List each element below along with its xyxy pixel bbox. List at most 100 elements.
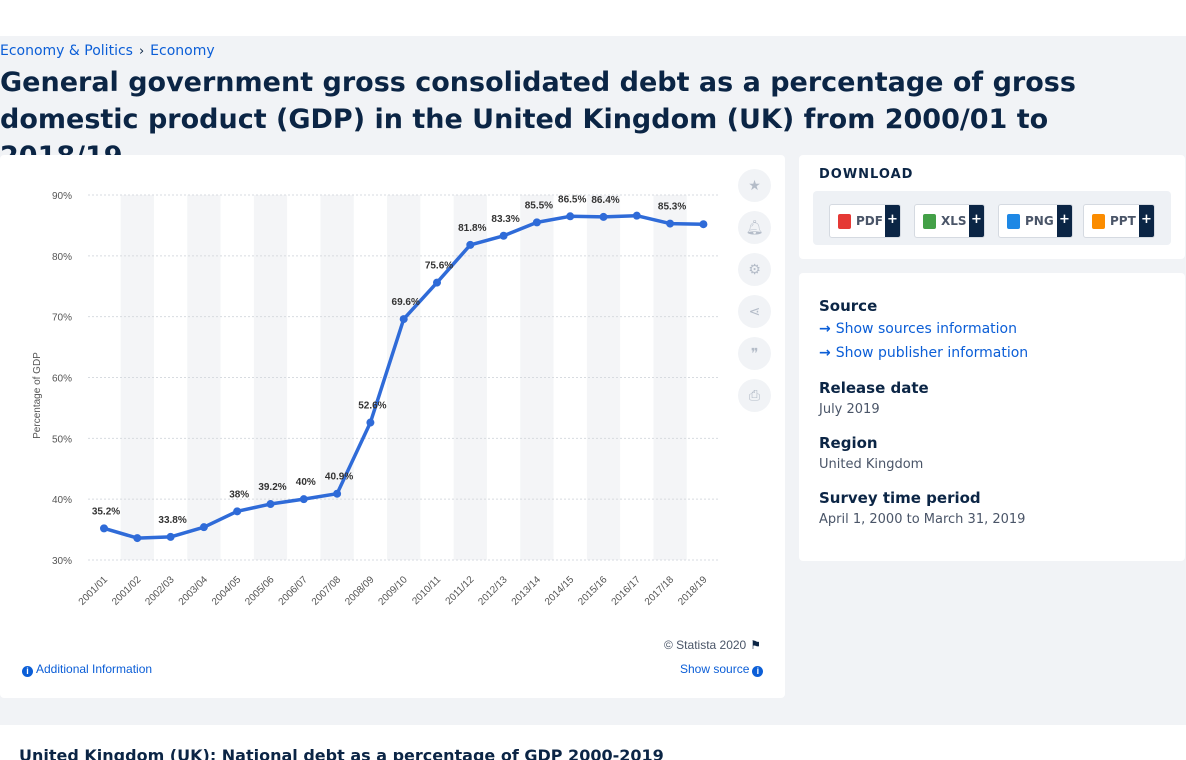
bell-icon[interactable]: 🔔︎ <box>738 211 771 244</box>
star-icon[interactable]: ★ <box>738 169 771 202</box>
show-publisher-label: Show publisher information <box>835 345 1029 361</box>
data-label: 81.8% <box>458 223 486 234</box>
arrow-right-icon: → <box>819 345 831 361</box>
download-png-label: PNG <box>1025 214 1054 228</box>
x-tick-label: 2003/04 <box>177 574 211 608</box>
data-point <box>233 507 242 516</box>
x-tick-label: 2016/17 <box>610 574 644 608</box>
data-label: 38% <box>229 489 249 500</box>
data-label: 85.3% <box>658 202 686 213</box>
xls-file-icon <box>923 213 936 229</box>
show-sources-link[interactable]: → Show sources information <box>819 321 1017 337</box>
data-point <box>499 231 508 240</box>
print-icon[interactable]: ⎙ <box>738 379 771 412</box>
y-axis-label: Percentage of GDP <box>32 352 43 439</box>
data-point <box>399 315 408 324</box>
x-tick-label: 2006/07 <box>277 574 311 608</box>
data-point <box>366 418 375 427</box>
additional-information-label: Additional Information <box>36 662 153 676</box>
region-value: United Kingdom <box>819 457 924 472</box>
pdf-file-icon <box>838 213 851 229</box>
plus-icon: + <box>885 205 900 237</box>
data-point <box>566 212 575 221</box>
x-tick-label: 2010/11 <box>410 574 443 607</box>
data-point <box>466 240 475 249</box>
data-point <box>299 495 308 504</box>
y-tick-label: 90% <box>52 191 72 202</box>
show-sources-label: Show sources information <box>835 321 1017 337</box>
column-band <box>586 195 621 560</box>
x-tick-label: 2008/09 <box>343 574 377 608</box>
data-point <box>699 220 708 229</box>
related-statistic-title[interactable]: United Kingdom (UK): National debt as a … <box>19 746 664 760</box>
show-source-label: Show source <box>680 662 750 676</box>
data-point <box>532 218 541 227</box>
additional-information-link[interactable]: i Additional Information <box>19 662 152 677</box>
x-tick-label: 2005/06 <box>243 574 277 608</box>
x-tick-label: 2011/12 <box>444 574 477 607</box>
png-file-icon <box>1007 213 1020 229</box>
download-png-button[interactable]: PNG + <box>998 204 1073 238</box>
data-label: 86.5% <box>558 194 586 205</box>
data-label: 40.9% <box>325 472 353 483</box>
data-point <box>199 523 208 532</box>
x-tick-label: 2001/02 <box>110 574 144 608</box>
data-point <box>166 532 175 541</box>
copyright-text: © Statista 2020 <box>664 638 747 652</box>
release-date-value: July 2019 <box>819 402 880 417</box>
data-point <box>433 278 441 287</box>
x-tick-label: 2017/18 <box>643 574 677 608</box>
download-pdf-label: PDF <box>856 214 883 228</box>
y-tick-label: 60% <box>52 374 72 385</box>
info-icon: i <box>752 666 764 677</box>
flag-icon: ⚑ <box>750 638 761 652</box>
chart-toolbar: ★ 🔔︎ ⚙ ⋖ ❞ ⎙ <box>738 169 772 421</box>
download-pdf-button[interactable]: PDF + <box>829 204 901 238</box>
region-label: Region <box>819 434 878 452</box>
breadcrumb: Economy & Politics › Economy <box>0 43 215 59</box>
data-label: 39.2% <box>258 482 286 493</box>
data-point <box>599 212 608 221</box>
x-tick-label: 2007/08 <box>310 574 344 608</box>
x-tick-label: 2013/14 <box>510 574 544 608</box>
download-title: DOWNLOAD <box>819 167 914 182</box>
data-label: 35.2% <box>92 506 120 517</box>
y-tick-label: 30% <box>52 556 72 567</box>
plus-icon: + <box>1139 205 1154 237</box>
download-ppt-button[interactable]: PPT + <box>1083 204 1155 238</box>
chart-card: 30% 40% 50% 60% 70% 80% 90% Percentage of GDP 20… <box>0 155 785 698</box>
y-tick-label: 40% <box>52 495 72 506</box>
show-publisher-link[interactable]: → Show publisher information <box>819 345 1028 361</box>
data-label: 85.5% <box>525 200 553 211</box>
breadcrumb-separator: › <box>138 44 145 59</box>
download-xls-button[interactable]: XLS + <box>914 204 985 238</box>
survey-period-label: Survey time period <box>819 489 981 507</box>
copyright: © Statista 2020 ⚑ <box>664 638 761 652</box>
quote-icon[interactable]: ❞ <box>738 337 771 370</box>
data-label: 69.6% <box>392 297 420 308</box>
plus-icon: + <box>969 205 984 237</box>
show-source-link[interactable]: Show source i <box>680 662 766 677</box>
breadcrumb-economy-politics[interactable]: Economy & Politics <box>0 43 133 59</box>
line-chart: 30% 40% 50% 60% 70% 80% 90% Percentage of GDP 20… <box>32 191 720 608</box>
survey-period-value: April 1, 2000 to March 31, 2019 <box>819 512 1026 527</box>
release-date-label: Release date <box>819 379 929 397</box>
y-tick-label: 50% <box>52 434 72 445</box>
download-card: DOWNLOAD PDF + XLS + PNG + PPT + <box>799 155 1185 259</box>
plus-icon: + <box>1057 205 1072 237</box>
x-tick-label: 2014/15 <box>543 574 577 608</box>
arrow-right-icon: → <box>819 321 831 337</box>
download-xls-label: XLS <box>941 214 967 228</box>
data-point <box>266 500 275 509</box>
statistic-info-card: Source → Show sources information → Show p… <box>799 273 1185 561</box>
x-tick-label: 2009/10 <box>376 574 410 608</box>
data-point <box>666 219 675 228</box>
share-icon[interactable]: ⋖ <box>738 295 771 328</box>
breadcrumb-economy[interactable]: Economy <box>150 43 215 59</box>
top-navigation-bar <box>0 0 1186 36</box>
gear-icon[interactable]: ⚙ <box>738 253 771 286</box>
x-tick-label: 2012/13 <box>476 574 510 608</box>
download-buttons: PDF + XLS + PNG + PPT + <box>813 191 1171 245</box>
info-icon: i <box>22 666 33 677</box>
ppt-file-icon <box>1092 213 1105 229</box>
